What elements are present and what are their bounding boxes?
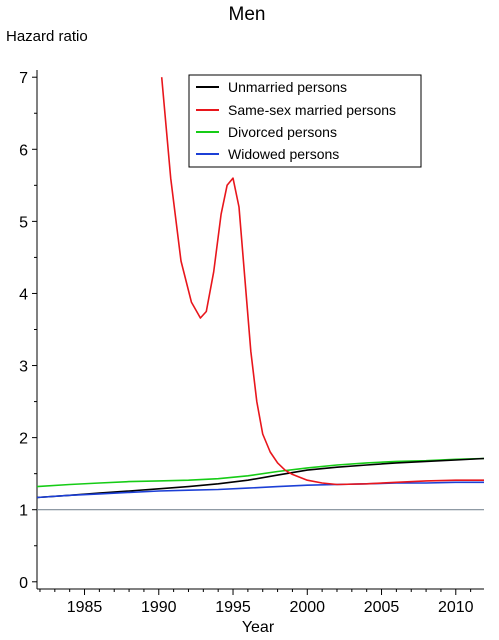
legend-label-divorced: Divorced persons (228, 124, 337, 140)
chart-title: Men (229, 4, 266, 25)
legend-label-same-sex: Same-sex married persons (228, 102, 396, 118)
y-tick-label: 3 (19, 359, 28, 376)
series-line-1 (160, 77, 484, 486)
x-tick-label: 2005 (364, 599, 400, 616)
y-tick-label: 5 (19, 214, 28, 231)
y-tick-label: 7 (19, 70, 28, 87)
series-line-2 (36, 457, 485, 488)
series-lines (36, 77, 485, 499)
y-tick-label: 6 (19, 142, 28, 159)
x-tick-label: 1990 (141, 599, 177, 616)
legend-label-unmarried: Unmarried persons (228, 79, 347, 95)
y-tick-label: 4 (19, 286, 28, 303)
x-tick-label: 2010 (438, 599, 474, 616)
x-tick-label: 1985 (67, 599, 103, 616)
legend: Unmarried persons Same-sex married perso… (188, 74, 422, 168)
y-axis-label: Hazard ratio (6, 28, 88, 45)
y-tick-label: 1 (19, 503, 28, 520)
series-line-3 (36, 481, 484, 499)
x-tick-label: 1995 (215, 599, 251, 616)
y-tick-label: 2 (19, 431, 28, 448)
legend-label-widowed: Widowed persons (228, 146, 339, 162)
y-tick-label: 0 (19, 575, 28, 592)
axes: 0 1 2 3 4 5 6 7 1985 1990 1995 2000 2005 2010 (19, 70, 484, 616)
series-line-0 (36, 457, 485, 499)
x-axis-label: Year (242, 619, 275, 636)
legend-box (188, 74, 422, 168)
x-tick-label: 2000 (289, 599, 325, 616)
